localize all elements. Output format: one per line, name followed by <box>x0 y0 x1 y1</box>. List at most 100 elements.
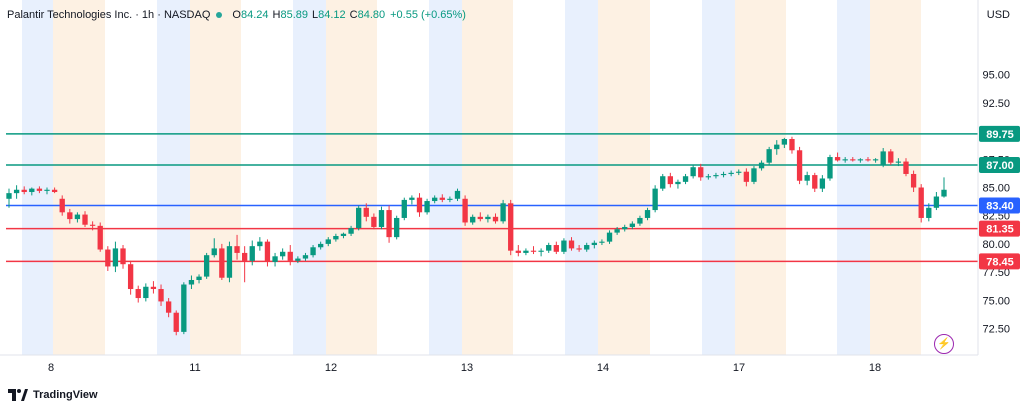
low-value: 84.12 <box>318 9 346 21</box>
candle-body <box>682 176 689 182</box>
candle-body <box>97 225 103 250</box>
level-label-box <box>979 125 1020 142</box>
currency-label[interactable]: USD <box>986 9 1010 21</box>
candle-body <box>660 176 666 189</box>
close-label: C <box>349 9 358 21</box>
level-labels: 89.75 87.00 83.40 81.35 78.45 <box>979 125 1020 270</box>
price-tick-label: 80.00 <box>982 239 1010 251</box>
candle-body <box>29 188 35 193</box>
candle-body <box>318 243 324 248</box>
open-value: 84.24 <box>240 9 269 21</box>
candle-body <box>21 189 27 193</box>
symbol-title[interactable]: Palantir Technologies Inc. · 1h · NASDAQ <box>7 9 211 21</box>
candle-body <box>173 312 179 332</box>
session-band <box>598 0 650 355</box>
candle-body <box>241 252 248 261</box>
candle-body <box>614 229 620 233</box>
legend-header: Palantir Technologies Inc. · 1h · NASDAQ… <box>7 9 466 21</box>
candle-body <box>842 159 848 161</box>
level-label-box <box>979 156 1020 173</box>
candle-body <box>158 289 164 302</box>
candles <box>6 136 947 336</box>
candle-body <box>135 289 141 299</box>
candle-body <box>652 188 658 211</box>
session-band <box>462 0 513 355</box>
tradingview-logo[interactable]: TradingView <box>8 389 98 401</box>
horizontal-levels <box>6 133 978 263</box>
candle-body <box>553 245 559 252</box>
session-band <box>429 0 462 355</box>
candle-body <box>766 149 772 163</box>
candle-body <box>439 197 445 200</box>
open-label: O <box>232 9 241 21</box>
candle-body <box>492 216 499 222</box>
candle-body <box>112 248 119 267</box>
candle-body <box>325 239 331 244</box>
candle-body <box>105 249 111 267</box>
high-label: H <box>272 9 281 21</box>
candle-body <box>51 189 58 193</box>
candle-body <box>819 178 826 189</box>
candle-body <box>356 207 362 229</box>
candle-body <box>302 255 309 259</box>
candle-body <box>576 248 582 250</box>
time-tick-label: 14 <box>597 362 609 374</box>
candle-body <box>409 197 415 200</box>
candle-body <box>584 245 590 250</box>
level-label-box <box>979 197 1020 214</box>
level-label: 81.35 <box>986 224 1014 236</box>
candle-body <box>196 276 202 280</box>
candle-body <box>462 198 468 223</box>
lightning-icon[interactable]: ⚡ <box>934 334 954 354</box>
candle-body <box>591 242 597 246</box>
candle-body <box>348 228 354 234</box>
candle-body <box>249 246 255 261</box>
change-value: +0.55 (+0.65%) <box>390 9 466 21</box>
candle-body <box>538 250 544 252</box>
brand-name: TradingView <box>33 389 98 401</box>
price-tick-label: 85.00 <box>982 183 1010 195</box>
candle-body <box>378 210 385 227</box>
candle-body <box>165 301 172 313</box>
candle-body <box>720 173 727 176</box>
level-label-box <box>979 220 1020 237</box>
candle-body <box>287 251 293 261</box>
candle-body <box>371 216 377 227</box>
price-tick-label: 77.50 <box>982 267 1010 279</box>
candle-body <box>941 189 947 197</box>
session-band <box>735 0 786 355</box>
candle-body <box>203 255 210 277</box>
time-tick-label: 8 <box>48 362 54 374</box>
candle-body <box>127 264 134 290</box>
candle-body <box>705 176 712 178</box>
candle-body <box>667 176 674 185</box>
candle-body <box>401 199 407 218</box>
level-label: 78.45 <box>986 256 1014 268</box>
high-value: 85.89 <box>280 9 308 21</box>
price-tick-label: 82.50 <box>982 211 1010 223</box>
session-band <box>22 0 53 355</box>
candle-body <box>918 187 924 218</box>
candle-body <box>6 193 12 199</box>
level-label: 83.40 <box>986 201 1014 213</box>
candle-body <box>546 245 552 251</box>
candle-body <box>89 224 96 226</box>
candle-body <box>903 161 909 174</box>
candle-body <box>485 216 491 220</box>
candle-body <box>264 241 271 262</box>
candle-body <box>713 175 719 177</box>
candle-body <box>796 150 803 181</box>
candle-body <box>424 201 430 213</box>
candle-body <box>279 251 286 257</box>
close-value: 84.80 <box>357 9 386 21</box>
price-tick-label: 92.50 <box>982 98 1010 110</box>
candle-body <box>812 175 818 189</box>
candle-body <box>67 212 73 220</box>
candle-body <box>568 240 575 249</box>
candle-body <box>234 246 240 253</box>
candle-body <box>530 250 537 252</box>
market-status-dot <box>216 12 223 18</box>
candle-body <box>736 171 742 173</box>
session-band <box>53 0 105 355</box>
